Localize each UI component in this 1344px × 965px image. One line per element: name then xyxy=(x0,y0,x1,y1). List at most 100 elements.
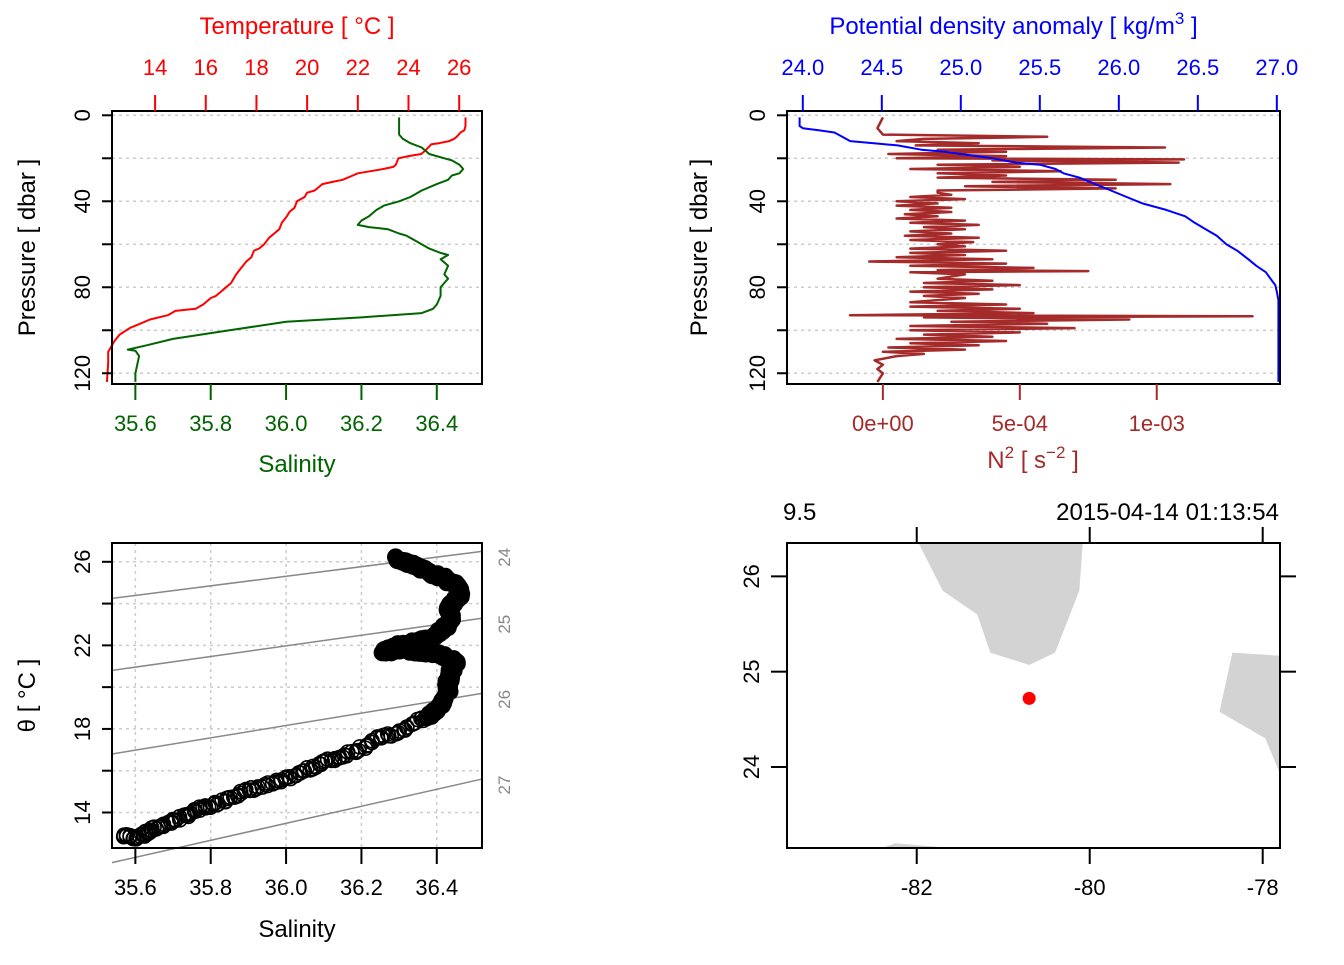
p2-btick-label: 0e+00 xyxy=(852,411,914,436)
p2-y-axis: 0 40 80 120 xyxy=(745,109,787,392)
p3-btick-label: 35.8 xyxy=(189,875,232,900)
p3-btick-label: 36.2 xyxy=(340,875,383,900)
p3-y-axis: 14 18 22 26 xyxy=(70,550,112,825)
p4-xtick-label: -80 xyxy=(1074,875,1106,900)
p4-land-polygon xyxy=(882,843,952,848)
p3-point xyxy=(281,768,297,785)
p2-ytick-label: 0 xyxy=(745,109,770,121)
p3-btick-label: 36.4 xyxy=(415,875,458,900)
p4-station xyxy=(1022,691,1036,705)
p4-ytick-label: 25 xyxy=(739,659,764,683)
p2-ttick-label: 25.5 xyxy=(1018,55,1061,80)
p3-x-axis-title: Salinity xyxy=(258,916,335,943)
p1-ttick-label: 14 xyxy=(143,55,167,80)
panel-ts-profile: 0 40 80 120 14 16 18 20 22 24 26 35.6 35.8 36.0 36.2… xyxy=(14,13,483,478)
p2-ttick-label: 26.5 xyxy=(1176,55,1219,80)
p1-ttick-label: 24 xyxy=(396,55,420,80)
p4-axes: -82 -80 -78 24 25 26 xyxy=(739,527,1296,900)
p1-line-temperature xyxy=(105,117,467,382)
p2-ytick-label: 120 xyxy=(745,355,770,392)
p3-isopycnal-label: 27 xyxy=(495,776,514,795)
panel-ts-diagram: 14 18 22 26 35.6 35.8 36.0 36.2 36.4 24 25 26 27 S… xyxy=(14,542,514,943)
p1-ytick-label: 80 xyxy=(70,275,95,299)
p1-btick-label: 35.8 xyxy=(189,411,232,436)
p2-bot-title-end: ] xyxy=(1065,447,1078,474)
p3-points xyxy=(115,548,471,847)
p2-bottom-axis-title: N2 [ s−2 ] xyxy=(987,443,1079,474)
p3-point xyxy=(146,819,162,836)
p2-bot-title-mid: [ s xyxy=(1014,447,1046,474)
p3-point xyxy=(250,779,266,795)
p1-y-axis-title: Pressure [ dbar ] xyxy=(14,159,41,336)
p4-plot-frame xyxy=(786,542,1281,849)
p2-bottom-axis: 0e+00 5e-04 1e-03 xyxy=(852,384,1185,436)
p3-y-axis-title: θ [ °C ] xyxy=(14,659,41,733)
p1-ytick-label: 120 xyxy=(70,355,95,392)
p4-xtick-label: -82 xyxy=(901,875,933,900)
p1-ttick-label: 26 xyxy=(447,55,471,80)
p2-ytick-label: 80 xyxy=(745,275,770,299)
p2-line-n2 xyxy=(848,116,1254,383)
p2-ttick-label: 27.0 xyxy=(1255,55,1298,80)
p1-ytick-label: 0 xyxy=(70,109,95,121)
p3-ytick-label: 22 xyxy=(70,633,95,657)
p1-btick-label: 36.4 xyxy=(415,411,458,436)
p3-btick-label: 35.6 xyxy=(114,875,157,900)
p2-top-axis-title: Potential density anomaly [ kg/m3 ] xyxy=(829,9,1197,40)
p3-isopycnal-26 xyxy=(111,692,483,755)
p1-ttick-label: 18 xyxy=(244,55,268,80)
p2-bot-title-sup: 2 xyxy=(1005,443,1014,462)
p4-land xyxy=(882,543,1280,848)
p2-ttick-label: 24.5 xyxy=(860,55,903,80)
p3-isopycnal-25 xyxy=(111,617,483,672)
p1-y-axis: 0 40 80 120 xyxy=(70,109,112,392)
p1-series xyxy=(105,117,467,382)
p3-isopycnal-label: 26 xyxy=(495,690,514,709)
p3-point xyxy=(387,549,405,567)
p2-ttick-label: 26.0 xyxy=(1097,55,1140,80)
p1-ytick-label: 40 xyxy=(70,189,95,213)
p2-top-title-main: Potential density anomaly [ kg/m xyxy=(829,13,1175,40)
p1-plot-frame xyxy=(111,110,483,385)
p2-line-density xyxy=(798,117,1280,382)
p2-ttick-label: 24.0 xyxy=(781,55,824,80)
p2-bot-title-sup2: −2 xyxy=(1046,443,1065,462)
p1-ttick-label: 16 xyxy=(194,55,218,80)
p2-plot-frame xyxy=(786,110,1281,385)
p2-btick-label: 5e-04 xyxy=(992,411,1048,436)
p1-bottom-axis-title: Salinity xyxy=(258,451,335,478)
p3-ytick-label: 26 xyxy=(70,550,95,574)
p1-btick-label: 35.6 xyxy=(114,411,157,436)
p4-land-polygon xyxy=(1219,652,1280,774)
p3-isopycnal-label: 24 xyxy=(495,548,514,567)
p3-ytick-label: 18 xyxy=(70,717,95,741)
p1-top-axis-title: Temperature [ °C ] xyxy=(200,13,395,40)
p4-station-marker xyxy=(1022,691,1036,705)
p1-top-axis: 14 16 18 20 22 24 26 xyxy=(143,55,471,111)
p1-bottom-axis: 35.6 35.8 36.0 36.2 36.4 xyxy=(114,384,458,436)
p2-top-title-end: ] xyxy=(1184,13,1197,40)
p4-ytick-label: 24 xyxy=(739,755,764,779)
p2-ytick-label: 40 xyxy=(745,189,770,213)
p3-btick-label: 36.0 xyxy=(265,875,308,900)
p2-top-axis: 24.0 24.5 25.0 25.5 26.0 26.5 27.0 xyxy=(781,55,1298,111)
p3-isopycnal-label: 25 xyxy=(495,615,514,634)
p1-btick-label: 36.2 xyxy=(340,411,383,436)
p1-btick-label: 36.0 xyxy=(265,411,308,436)
p2-top-title-sup: 3 xyxy=(1175,9,1184,28)
p1-line-salinity xyxy=(126,117,465,382)
p4-ytick-label: 26 xyxy=(739,564,764,588)
p4-top-right-label: 2015-04-14 01:13:54 xyxy=(1056,499,1279,526)
p1-ttick-label: 22 xyxy=(346,55,370,80)
p3-isopycnal-labels: 24 25 26 27 xyxy=(495,548,514,795)
p3-plot-frame xyxy=(111,542,483,849)
p3-ytick-label: 14 xyxy=(70,800,95,824)
p4-top-left-label: 9.5 xyxy=(783,499,816,526)
p2-y-axis-title: Pressure [ dbar ] xyxy=(686,159,713,336)
p1-ttick-label: 20 xyxy=(295,55,319,80)
p4-land-polygon xyxy=(918,543,1083,665)
p4-xtick-label: -78 xyxy=(1247,875,1279,900)
